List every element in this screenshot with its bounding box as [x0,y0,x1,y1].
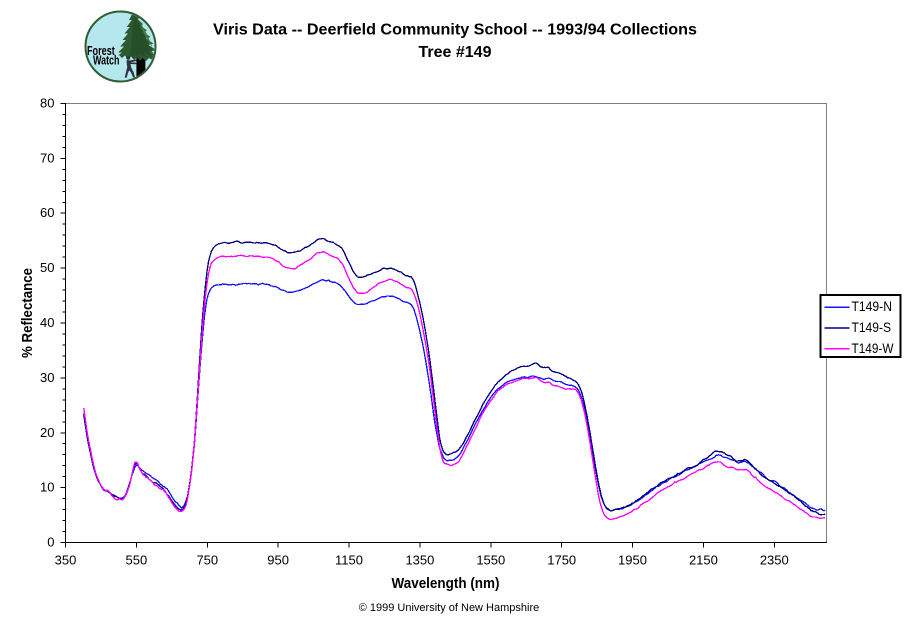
svg-text:1150: 1150 [335,553,363,568]
svg-text:60: 60 [40,205,54,220]
svg-text:0: 0 [47,535,54,550]
svg-text:Tree #149: Tree #149 [419,44,492,61]
svg-text:70: 70 [40,150,54,165]
svg-text:Wavelength (nm): Wavelength (nm) [392,575,500,592]
svg-text:20: 20 [40,425,54,440]
svg-text:Watch: Watch [93,53,120,68]
svg-text:% Reflectance: % Reflectance [19,268,36,358]
svg-text:1950: 1950 [618,553,647,568]
svg-text:10: 10 [40,480,54,495]
svg-text:T149-N: T149-N [852,299,893,314]
svg-text:950: 950 [267,553,289,568]
svg-text:550: 550 [126,553,148,568]
svg-text:1550: 1550 [476,553,505,568]
svg-text:© 1999 University of New Hamps: © 1999 University of New Hampshire [359,602,540,614]
svg-text:2150: 2150 [689,553,718,568]
svg-text:T149-W: T149-W [852,341,894,356]
svg-text:750: 750 [196,553,218,568]
svg-text:Forest: Forest [87,43,115,58]
svg-text:50: 50 [40,260,54,275]
svg-text:40: 40 [40,315,54,330]
svg-text:1750: 1750 [547,553,576,568]
svg-text:T149-S: T149-S [852,320,892,335]
svg-text:2350: 2350 [760,553,789,568]
svg-text:1350: 1350 [405,553,434,568]
svg-text:30: 30 [40,370,54,385]
svg-text:80: 80 [40,96,54,111]
svg-text:Viris Data -- Deerfield Commun: Viris Data -- Deerfield Community School… [213,22,697,39]
svg-text:350: 350 [55,553,77,568]
